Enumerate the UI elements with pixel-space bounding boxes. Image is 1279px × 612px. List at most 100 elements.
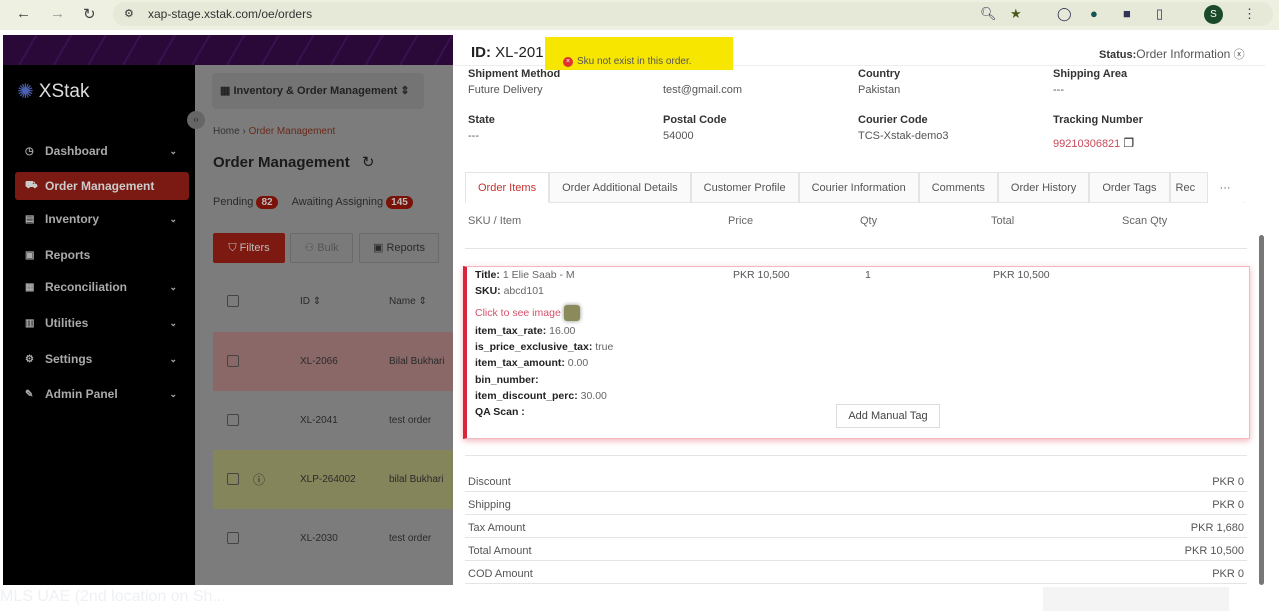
sidebar-item-order-management[interactable]: ⛟ Order Management [15, 172, 189, 200]
see-image-link[interactable]: Click to see image [475, 305, 580, 321]
address-bar[interactable] [113, 2, 1273, 26]
order-drawer: ID: XL-201 Status:Order Information ⓧ Sh… [453, 35, 1265, 585]
summary-row: Shipping PKR 0 [465, 492, 1247, 515]
bookmark-star-icon[interactable]: ★ [1010, 6, 1022, 21]
sidebar-item-settings[interactable]: ⚙ Settings ⌄ [25, 352, 177, 366]
more-tabs-icon[interactable]: ··· [1207, 172, 1243, 203]
item-attr: bin_number: [475, 374, 539, 386]
item-thumbnail[interactable] [563, 305, 580, 321]
grammarly-icon[interactable]: ● [1090, 6, 1098, 21]
item-qty: 1 [865, 269, 871, 281]
back-icon[interactable]: ← [16, 5, 31, 22]
extension-icon[interactable]: ■ [1123, 6, 1131, 21]
url-text[interactable]: xap-stage.xstak.com/oe/orders [148, 7, 313, 21]
select-all-checkbox[interactable] [227, 295, 239, 307]
copy-icon[interactable]: ❐ [1123, 136, 1135, 150]
row-checkbox[interactable] [227, 355, 239, 367]
tracking-number: 99210306821 ❐ [1053, 136, 1135, 150]
row-checkbox[interactable] [227, 532, 239, 544]
sidebar-item-reconciliation[interactable]: ▦ Reconciliation ⌄ [25, 280, 177, 294]
tab-order-items[interactable]: Order Items [465, 172, 550, 203]
item-attr: item_discount_perc: 30.00 [475, 390, 607, 402]
table-row[interactable]: ⓘ XLP-264002 bilal Bukhari [213, 450, 453, 509]
chevron-down-icon: ⌄ [169, 145, 177, 156]
dashboard-icon: ◷ [25, 145, 34, 157]
item-price: PKR 10,500 [733, 269, 790, 281]
site-info-icon[interactable]: ⚙ [124, 8, 134, 20]
puzzle-icon[interactable]: ▯ [1156, 6, 1164, 21]
tab-awaiting-assigning[interactable]: Awaiting Assigning 145 [292, 196, 413, 209]
menu-icon[interactable]: ⋮ [1243, 6, 1256, 21]
report-icon: ▣ [25, 249, 35, 261]
filters-button[interactable]: ⛉ Filters [213, 233, 285, 263]
tab-order-history[interactable]: Order History [997, 172, 1090, 203]
info-icon[interactable]: ⓘ [253, 473, 266, 487]
order-item-card: Title: 1 Elie Saab - M PKR 10,500 1 PKR … [463, 266, 1250, 439]
table-row[interactable]: XL-2066 Bilal Bukhari [213, 332, 453, 391]
order-status: Status:Order Information ⓧ [1099, 47, 1245, 61]
browser-toolbar: ← → ↻ ⚙ xap-stage.xstak.com/oe/orders 🔍︎… [0, 0, 1279, 30]
chevron-down-icon: ⌄ [169, 353, 177, 364]
top-banner [3, 35, 453, 65]
breadcrumb-home[interactable]: Home [213, 126, 240, 137]
sidebar-item-dashboard[interactable]: ◷ Dashboard ⌄ [25, 144, 177, 158]
sidebar-item-reports[interactable]: ▣ Reports [25, 248, 91, 262]
sidebar-toggle[interactable]: ‹› [187, 111, 205, 129]
table-row[interactable]: XL-2041 test order [213, 391, 453, 450]
chevron-down-icon: ⌄ [169, 281, 177, 292]
tab-customer-profile[interactable]: Customer Profile [690, 172, 799, 203]
bulk-button[interactable]: ⚇ Bulk [290, 233, 353, 263]
bottom-strip: MLS UAE (2nd location on Sh... [0, 585, 1279, 612]
tab-order-tags[interactable]: Order Tags [1089, 172, 1170, 203]
tab-rec[interactable]: Rec [1169, 172, 1208, 203]
utilities-icon: ▥ [25, 317, 35, 329]
summary-row: Total Amount PKR 10,500 [465, 538, 1247, 561]
background-text: MLS UAE (2nd location on Sh... [0, 588, 226, 605]
row-checkbox[interactable] [227, 473, 239, 485]
summary-row: Tax Amount PKR 1,680 [465, 515, 1247, 538]
table-header: ID ⇕ Name ⇕ [213, 272, 453, 331]
avatar[interactable]: S [1204, 5, 1223, 24]
app-selector[interactable]: ▦ Inventory & Order Management ⇕ [212, 73, 424, 109]
item-title: Title: 1 Elie Saab - M [475, 269, 575, 281]
forward-icon[interactable]: → [50, 5, 65, 22]
zoom-icon[interactable]: 🔍︎ [980, 6, 997, 21]
row-checkbox[interactable] [227, 414, 239, 426]
tab-comments[interactable]: Comments [918, 172, 998, 203]
close-icon[interactable]: ⓧ [1233, 49, 1245, 61]
tab-pending[interactable]: Pending 82 [213, 196, 278, 209]
logo: ✺ XStak [17, 80, 90, 104]
extension-icon[interactable]: ◯ [1057, 6, 1072, 21]
tab-order-additional-details[interactable]: Order Additional Details [549, 172, 691, 203]
reconciliation-icon: ▦ [25, 281, 35, 293]
column-id[interactable]: ID ⇕ [300, 296, 322, 307]
report-icon: ▣ [373, 242, 384, 254]
sidebar-item-admin-panel[interactable]: ✎ Admin Panel ⌄ [25, 387, 177, 401]
sidebar-item-inventory[interactable]: ▤ Inventory ⌄ [25, 212, 177, 226]
wrench-icon: ✎ [25, 388, 34, 400]
refresh-icon[interactable]: ↻ [361, 154, 375, 171]
inventory-icon: ▤ [25, 213, 35, 225]
item-sku: SKU: abcd101 [475, 285, 544, 297]
item-attr: is_price_exclusive_tax: true [475, 341, 614, 353]
summary-row: Discount PKR 0 [465, 469, 1247, 492]
breadcrumb: Home › Order Management [213, 126, 336, 137]
reload-icon[interactable]: ↻ [83, 6, 96, 23]
page-title: Order Management ↻ [213, 154, 375, 171]
reports-button[interactable]: ▣ Reports [359, 233, 439, 263]
sidebar: ✺ XStak ◷ Dashboard ⌄ ⛟ Order Management ▤ In… [3, 65, 195, 585]
filter-icon: ⛉ [228, 242, 237, 254]
chevron-down-icon: ⌄ [169, 317, 177, 328]
tab-courier-information[interactable]: Courier Information [798, 172, 919, 203]
add-manual-tag-button[interactable]: Add Manual Tag [836, 404, 940, 428]
column-name[interactable]: Name ⇕ [389, 296, 427, 307]
item-attr: item_tax_rate: 16.00 [475, 325, 576, 337]
item-total: PKR 10,500 [993, 269, 1050, 281]
scrollbar[interactable] [1259, 235, 1264, 585]
sidebar-item-utilities[interactable]: ▥ Utilities ⌄ [25, 316, 177, 330]
drawer-tabs: Order Items Order Additional Details Cus… [465, 172, 1245, 203]
table-row[interactable]: XL-2030 test order [213, 509, 453, 568]
error-toast: × Sku not exist in this order. [545, 37, 733, 70]
summary-row: COD Amount PKR 0 [465, 561, 1247, 584]
breadcrumb-current: Order Management [248, 126, 336, 137]
